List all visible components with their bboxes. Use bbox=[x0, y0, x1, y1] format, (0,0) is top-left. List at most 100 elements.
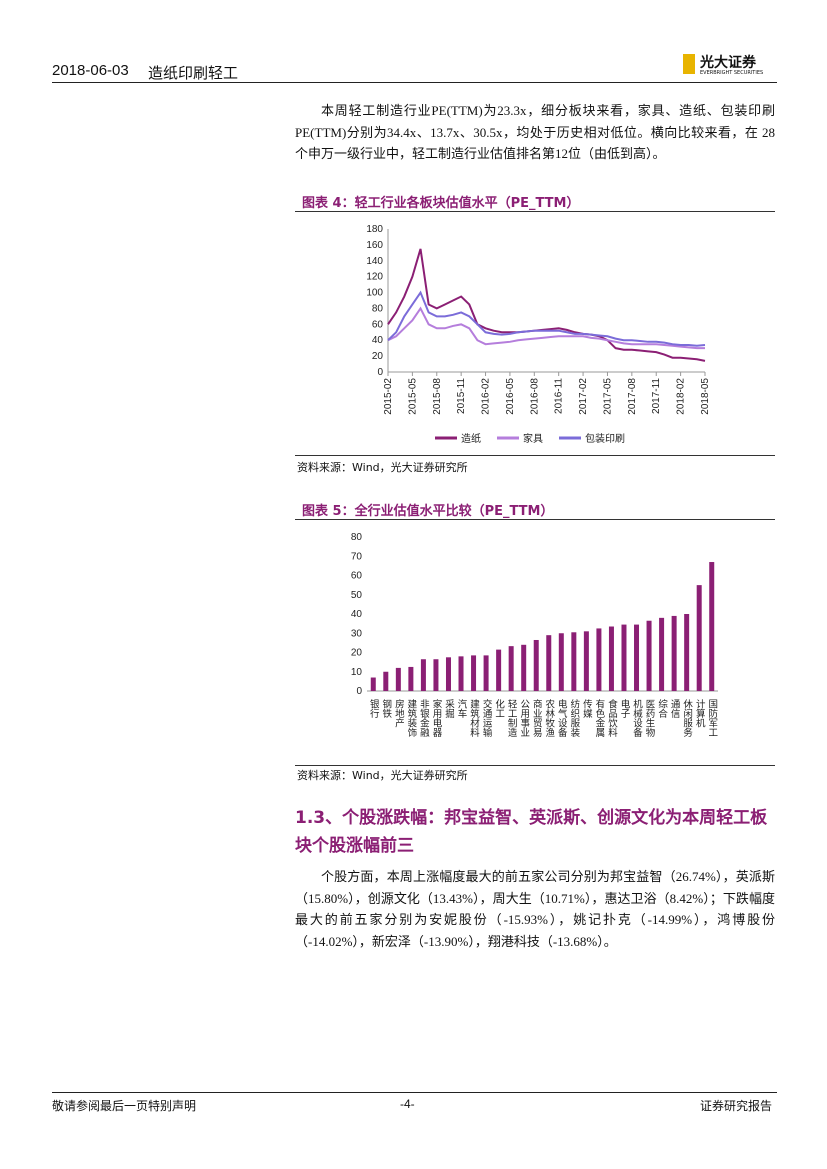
header-industry: 造纸印刷轻工 bbox=[148, 65, 239, 82]
bar bbox=[659, 617, 665, 691]
x-tick-label: 银行 bbox=[368, 698, 380, 719]
x-tick-label: 2018-05 bbox=[700, 378, 711, 415]
x-tick-label: 房地产 bbox=[393, 698, 405, 728]
rule bbox=[295, 519, 775, 520]
logo-en: EVERBRIGHT SECURITIES bbox=[700, 70, 764, 76]
bar bbox=[634, 624, 640, 691]
bar bbox=[521, 644, 527, 691]
series-line bbox=[387, 248, 706, 362]
page-number: -4- bbox=[400, 1097, 415, 1111]
bar bbox=[458, 656, 464, 691]
x-tick-label: 农林牧渔 bbox=[543, 698, 555, 737]
rule bbox=[295, 455, 775, 456]
bar bbox=[533, 639, 539, 691]
legend-label: 造纸 bbox=[461, 432, 481, 445]
x-tick-label: 2016-05 bbox=[505, 378, 516, 415]
x-tick-label: 2017-08 bbox=[627, 378, 638, 415]
section-heading: 1.3、个股涨跌幅：邦宝益智、英派斯、创源文化为本周轻工板块个股涨幅前三 bbox=[295, 808, 768, 856]
x-tick-label: 电子 bbox=[618, 698, 630, 718]
x-tick-label: 2017-11 bbox=[651, 378, 662, 414]
bar bbox=[696, 585, 702, 691]
x-tick-label: 化工 bbox=[493, 698, 505, 718]
x-tick-label: 非银金融 bbox=[418, 698, 430, 738]
x-tick-label: 国防军工 bbox=[706, 699, 718, 737]
bar bbox=[608, 626, 614, 691]
bar bbox=[621, 624, 627, 691]
bar bbox=[395, 667, 401, 691]
bar bbox=[496, 649, 502, 691]
footer-right: 证券研究报告 bbox=[700, 1099, 773, 1113]
y-tick-label: 20 bbox=[372, 351, 384, 362]
x-tick-label: 2015-08 bbox=[432, 378, 443, 415]
header-date: 2018-06-03 bbox=[52, 62, 129, 79]
x-tick-label: 采掘 bbox=[443, 699, 455, 719]
x-tick-label: 轻工制造 bbox=[506, 698, 518, 738]
bar bbox=[445, 657, 451, 691]
paragraph: 本周轻工制造行业PE(TTM)为23.3x，细分板块来看，家具、造纸、包装印刷P… bbox=[295, 103, 775, 161]
bar bbox=[646, 620, 652, 691]
y-tick-label: 30 bbox=[351, 628, 363, 639]
y-tick-label: 80 bbox=[351, 532, 363, 543]
y-tick-label: 20 bbox=[351, 648, 363, 659]
y-tick-label: 50 bbox=[351, 590, 363, 601]
y-tick-label: 60 bbox=[372, 319, 384, 330]
x-tick-label: 2018-02 bbox=[676, 378, 687, 415]
x-tick-label: 休闲服务 bbox=[681, 698, 693, 738]
x-tick-label: 综合 bbox=[656, 698, 668, 719]
x-tick-label: 2015-05 bbox=[407, 378, 418, 415]
series-line bbox=[387, 306, 705, 350]
bar bbox=[558, 633, 564, 691]
y-tick-label: 40 bbox=[351, 609, 363, 620]
y-tick-label: 40 bbox=[372, 335, 384, 346]
bar bbox=[433, 659, 439, 691]
x-tick-label: 汽车 bbox=[456, 698, 468, 719]
logo: 光大证券 bbox=[700, 55, 756, 71]
figure-title: 图表 5：全行业估值水平比较（PE_TTM） bbox=[302, 504, 554, 519]
source: 资料来源：Wind，光大证券研究所 bbox=[297, 461, 468, 474]
x-tick-label: 机械设备 bbox=[631, 698, 643, 738]
x-tick-label: 2017-05 bbox=[602, 378, 613, 415]
x-tick-label: 计算机 bbox=[694, 698, 706, 728]
x-tick-label: 纺织服装 bbox=[568, 698, 580, 738]
bar bbox=[508, 646, 514, 691]
x-tick-label: 通信 bbox=[669, 699, 681, 719]
x-tick-label: 交通运输 bbox=[481, 698, 493, 738]
y-tick-label: 160 bbox=[366, 240, 383, 251]
x-tick-label: 家用电器 bbox=[430, 698, 442, 737]
x-tick-label: 2015-11 bbox=[456, 378, 467, 414]
x-tick-label: 建筑材料 bbox=[468, 698, 480, 738]
rule bbox=[295, 211, 775, 212]
y-tick-label: 140 bbox=[366, 256, 383, 267]
y-tick-label: 70 bbox=[351, 551, 363, 562]
source: 资料来源：Wind，光大证券研究所 bbox=[297, 769, 468, 782]
y-tick-label: 10 bbox=[351, 667, 363, 678]
bar bbox=[571, 632, 577, 691]
x-tick-label: 2015-02 bbox=[383, 378, 394, 415]
bar bbox=[671, 615, 677, 691]
bar-chart: 0 10 20 30 40 50 60 70 80 银行 钢铁 房地产 建筑装饰 非银金融 家用电器 采掘 汽车… bbox=[351, 532, 718, 738]
y-tick-label: 180 bbox=[366, 224, 383, 235]
y-tick-label: 0 bbox=[377, 367, 383, 378]
x-tick-label: 2017-02 bbox=[578, 378, 589, 415]
y-tick-label: 100 bbox=[366, 288, 383, 299]
x-tick-label: 建筑装饰 bbox=[405, 698, 417, 738]
x-tick-label: 公用事业 bbox=[518, 699, 530, 737]
rule bbox=[295, 765, 775, 766]
bar bbox=[383, 671, 389, 691]
footer-rule bbox=[52, 1092, 777, 1093]
x-tick-label: 电气设备 bbox=[556, 698, 568, 738]
bar bbox=[684, 614, 690, 691]
x-tick-label: 2016-11 bbox=[554, 378, 565, 414]
x-tick-label: 食品饮料 bbox=[606, 698, 618, 738]
bar bbox=[546, 635, 552, 691]
bar bbox=[420, 659, 426, 691]
paragraph: 个股方面，本周上涨幅度最大的前五家公司分别为邦宝益智（26.74%），英派斯（1… bbox=[295, 869, 775, 949]
x-tick-label: 2016-08 bbox=[529, 378, 540, 415]
bar bbox=[583, 631, 589, 691]
logo-icon bbox=[683, 54, 695, 74]
y-tick-label: 0 bbox=[356, 686, 362, 697]
line-chart: 0 20 40 60 80 100 120 140 160 180 2015-02 2015-05 20… bbox=[366, 224, 711, 445]
bar bbox=[483, 655, 489, 691]
x-tick-label: 钢铁 bbox=[380, 698, 392, 719]
